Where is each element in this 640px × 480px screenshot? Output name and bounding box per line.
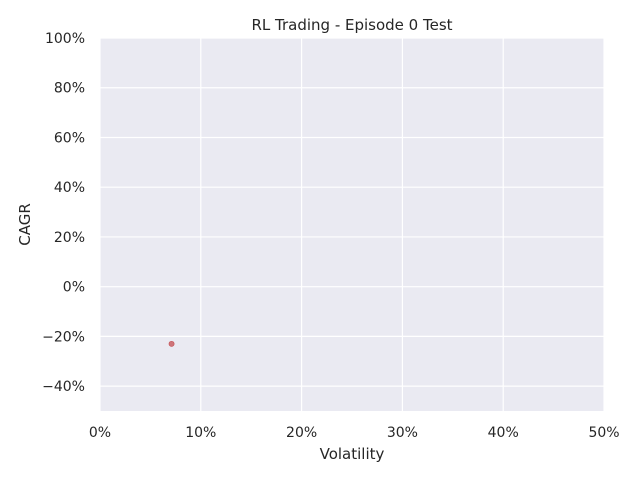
- x-tick-labels: 0% 10% 20% 30% 40% 50%: [89, 425, 620, 441]
- y-tick-label: 0%: [63, 280, 85, 296]
- chart-title: RL Trading - Episode 0 Test: [251, 16, 452, 34]
- y-tick-label: 60%: [54, 130, 85, 146]
- x-tick-label: 0%: [89, 425, 111, 441]
- x-tick-label: 30%: [387, 425, 418, 441]
- x-tick-label: 50%: [588, 425, 619, 441]
- x-axis-label: Volatility: [320, 445, 385, 463]
- y-tick-label: 80%: [54, 81, 85, 97]
- y-tick-label: 20%: [54, 230, 85, 246]
- y-axis-label: CAGR: [16, 203, 34, 246]
- y-gridlines: [100, 37, 604, 387]
- data-points: [168, 340, 175, 347]
- y-tick-label: 40%: [54, 180, 85, 196]
- y-tick-label: −20%: [42, 329, 85, 345]
- x-tick-label: 20%: [286, 425, 317, 441]
- plot-background: [100, 38, 604, 411]
- x-tick-label: 10%: [185, 425, 216, 441]
- x-tick-label: 40%: [488, 425, 519, 441]
- y-tick-labels: −40% −20% 0% 20% 40% 60% 80% 100%: [42, 31, 85, 395]
- y-tick-label: 100%: [45, 31, 85, 47]
- data-point: [168, 340, 175, 347]
- x-gridlines: [99, 38, 605, 411]
- y-tick-label: −40%: [42, 379, 85, 395]
